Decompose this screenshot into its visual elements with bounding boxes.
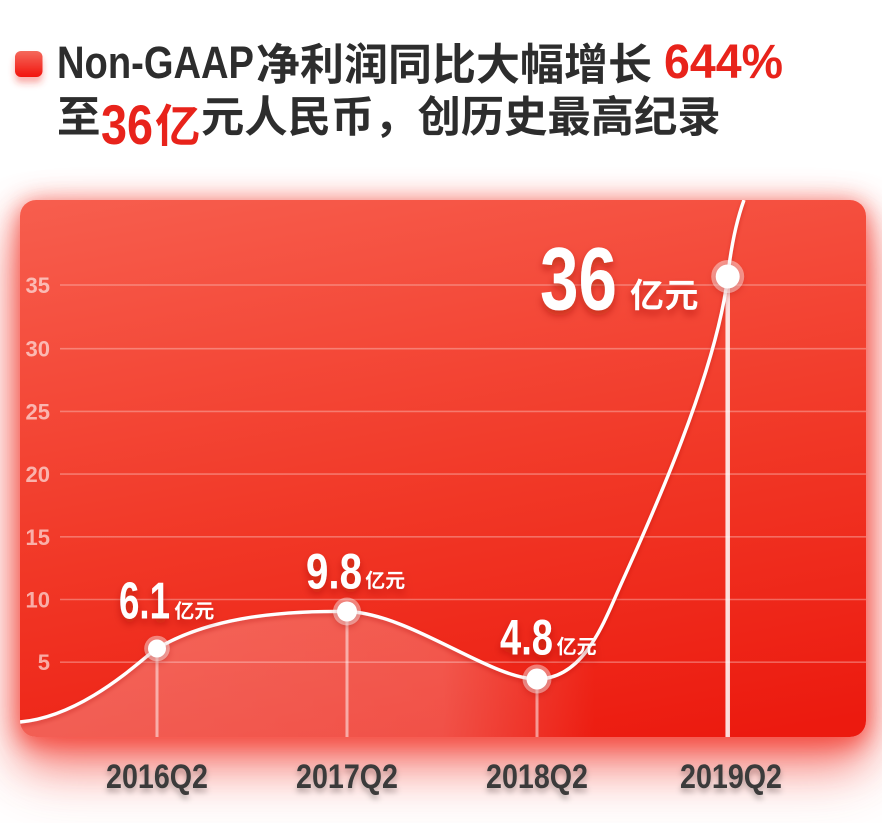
svg-text:10: 10: [26, 588, 50, 613]
svg-text:15: 15: [26, 525, 50, 550]
svg-text:2017Q2: 2017Q2: [296, 758, 398, 796]
svg-text:644%: 644%: [664, 36, 783, 89]
svg-text:36: 36: [101, 93, 153, 156]
svg-text:36: 36: [540, 228, 617, 328]
svg-text:6.1: 6.1: [119, 573, 170, 631]
svg-text:35: 35: [26, 273, 50, 298]
svg-text:4.8: 4.8: [500, 609, 553, 665]
svg-text:Non-GAAP: Non-GAAP: [57, 37, 254, 88]
svg-text:2016Q2: 2016Q2: [106, 758, 208, 796]
svg-text:30: 30: [26, 337, 50, 362]
svg-text:2019Q2: 2019Q2: [680, 758, 782, 796]
svg-text:9.8: 9.8: [306, 544, 362, 600]
svg-text:2018Q2: 2018Q2: [486, 758, 588, 796]
svg-text:20: 20: [26, 462, 50, 487]
svg-text:25: 25: [26, 399, 50, 424]
svg-text:5: 5: [38, 650, 50, 675]
